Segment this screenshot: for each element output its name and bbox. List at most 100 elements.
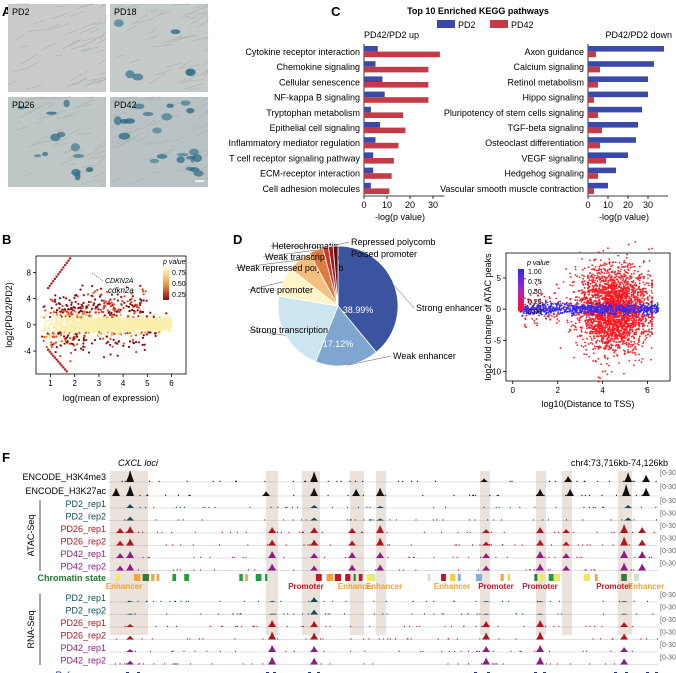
ma-point	[76, 315, 79, 319]
atac-point	[639, 290, 642, 293]
atac-point	[611, 279, 614, 282]
atac-point	[611, 334, 614, 336]
atac-point	[626, 349, 629, 351]
ma-point	[124, 332, 127, 335]
ma-point-sig	[87, 303, 90, 307]
ma-point-sig	[65, 297, 68, 300]
atac-point	[640, 292, 643, 295]
atac-point	[634, 281, 637, 284]
ma-point-sig	[62, 266, 65, 269]
ma-point	[86, 322, 89, 326]
atac-point	[597, 293, 600, 296]
atac-point	[602, 347, 605, 350]
cell-streak	[162, 36, 182, 44]
ma-point	[71, 322, 74, 325]
atac-point	[638, 288, 641, 291]
atac-point	[600, 297, 603, 300]
atac-point	[577, 319, 580, 321]
sa-beta-gal-stain	[152, 127, 162, 134]
atac-point	[642, 261, 645, 264]
ma-point	[119, 329, 122, 332]
atac-point	[637, 291, 639, 293]
atac-point	[619, 325, 621, 328]
atac-point	[622, 293, 624, 296]
atac-point	[638, 359, 641, 362]
atac-point	[602, 264, 605, 266]
ma-point	[98, 314, 101, 317]
ma-point-sig	[110, 301, 113, 304]
atac-point	[594, 266, 597, 268]
ma-point	[84, 321, 87, 324]
atac-point	[643, 283, 646, 286]
cell-streak	[145, 142, 154, 146]
ma-point-sig	[83, 346, 86, 349]
ma-point	[154, 314, 157, 317]
ma-point	[124, 325, 127, 328]
ma-point	[125, 317, 128, 320]
ma-point	[139, 315, 142, 319]
atac-point	[601, 280, 603, 282]
atac-point	[607, 340, 610, 342]
atac-point	[603, 262, 606, 265]
ma-point	[62, 315, 65, 318]
kegg-bar-pd2	[588, 152, 628, 158]
atac-point	[642, 290, 645, 293]
ma-point-sig	[81, 306, 84, 310]
ma-ytick-label: 0	[27, 321, 32, 330]
atac-point	[625, 333, 628, 336]
cell-streak	[179, 64, 201, 70]
atac-point	[588, 326, 591, 328]
kegg-category-label: Pluripotency of stem cells signaling	[444, 108, 584, 118]
atac-point	[598, 327, 600, 330]
atac-point	[574, 322, 577, 325]
atac-point	[611, 289, 614, 292]
ma-point	[158, 319, 161, 322]
atac-point	[600, 334, 603, 337]
atac-point	[640, 314, 643, 317]
ma-point	[107, 321, 110, 324]
cell-streak	[27, 61, 39, 68]
atac-point	[624, 279, 627, 282]
cell-streak	[144, 141, 159, 144]
ma-point	[95, 313, 98, 316]
kegg-bar-pd42	[588, 82, 598, 88]
atac-point	[583, 301, 586, 304]
atac-point	[593, 284, 596, 287]
atac-point	[595, 340, 597, 343]
ma-point	[60, 320, 63, 323]
kegg-category-label: TGF-beta signaling	[507, 123, 584, 133]
atac-point	[574, 326, 577, 329]
kegg-bar-pd2	[364, 61, 376, 67]
atac-point	[574, 299, 577, 302]
ma-point	[86, 329, 89, 332]
atac-point	[591, 288, 594, 291]
atac-point	[633, 318, 636, 321]
cell-streak	[195, 130, 207, 138]
atac-point	[641, 300, 644, 303]
ma-point-sig	[63, 342, 66, 345]
cell-streak	[69, 163, 78, 166]
ma-point-sig	[102, 337, 105, 340]
atac-point	[592, 321, 594, 323]
atac-point	[636, 277, 639, 280]
cell-streak	[193, 96, 203, 99]
ma-point-sig	[126, 300, 129, 303]
atac-point	[627, 345, 630, 348]
atac-point	[630, 340, 633, 343]
cell-streak	[152, 44, 175, 48]
atac-point	[642, 281, 645, 284]
atac-point	[583, 313, 586, 316]
cell-streak	[7, 78, 19, 86]
atac-point	[610, 292, 613, 294]
atac-point	[583, 280, 586, 282]
cell-streak	[178, 35, 196, 39]
atac-point	[573, 291, 576, 294]
ma-point	[133, 321, 136, 325]
cell-streak	[74, 103, 92, 109]
sa-beta-gal-stain	[166, 103, 174, 108]
atac-point	[598, 298, 601, 301]
ma-point-sig	[106, 302, 109, 305]
pie-leader-line	[247, 329, 286, 336]
atac-point	[629, 314, 632, 317]
ma-point	[55, 327, 58, 330]
